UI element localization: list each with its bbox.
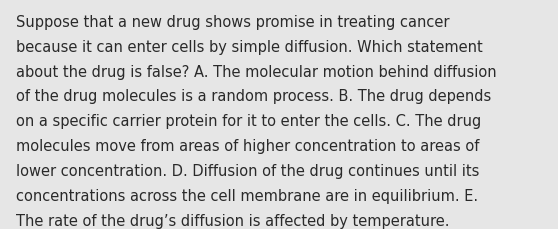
Text: about the drug is false? A. The molecular motion behind diffusion: about the drug is false? A. The molecula… [16, 64, 496, 79]
Text: on a specific carrier protein for it to enter the cells. C. The drug: on a specific carrier protein for it to … [16, 114, 481, 129]
Text: because it can enter cells by simple diffusion. Which statement: because it can enter cells by simple dif… [16, 40, 482, 55]
Text: of the drug molecules is a random process. B. The drug depends: of the drug molecules is a random proces… [16, 89, 491, 104]
Text: The rate of the drug’s diffusion is affected by temperature.: The rate of the drug’s diffusion is affe… [16, 213, 449, 228]
Text: concentrations across the cell membrane are in equilibrium. E.: concentrations across the cell membrane … [16, 188, 478, 203]
Text: molecules move from areas of higher concentration to areas of: molecules move from areas of higher conc… [16, 139, 479, 153]
Text: lower concentration. D. Diffusion of the drug continues until its: lower concentration. D. Diffusion of the… [16, 163, 479, 178]
Text: Suppose that a new drug shows promise in treating cancer: Suppose that a new drug shows promise in… [16, 15, 449, 30]
